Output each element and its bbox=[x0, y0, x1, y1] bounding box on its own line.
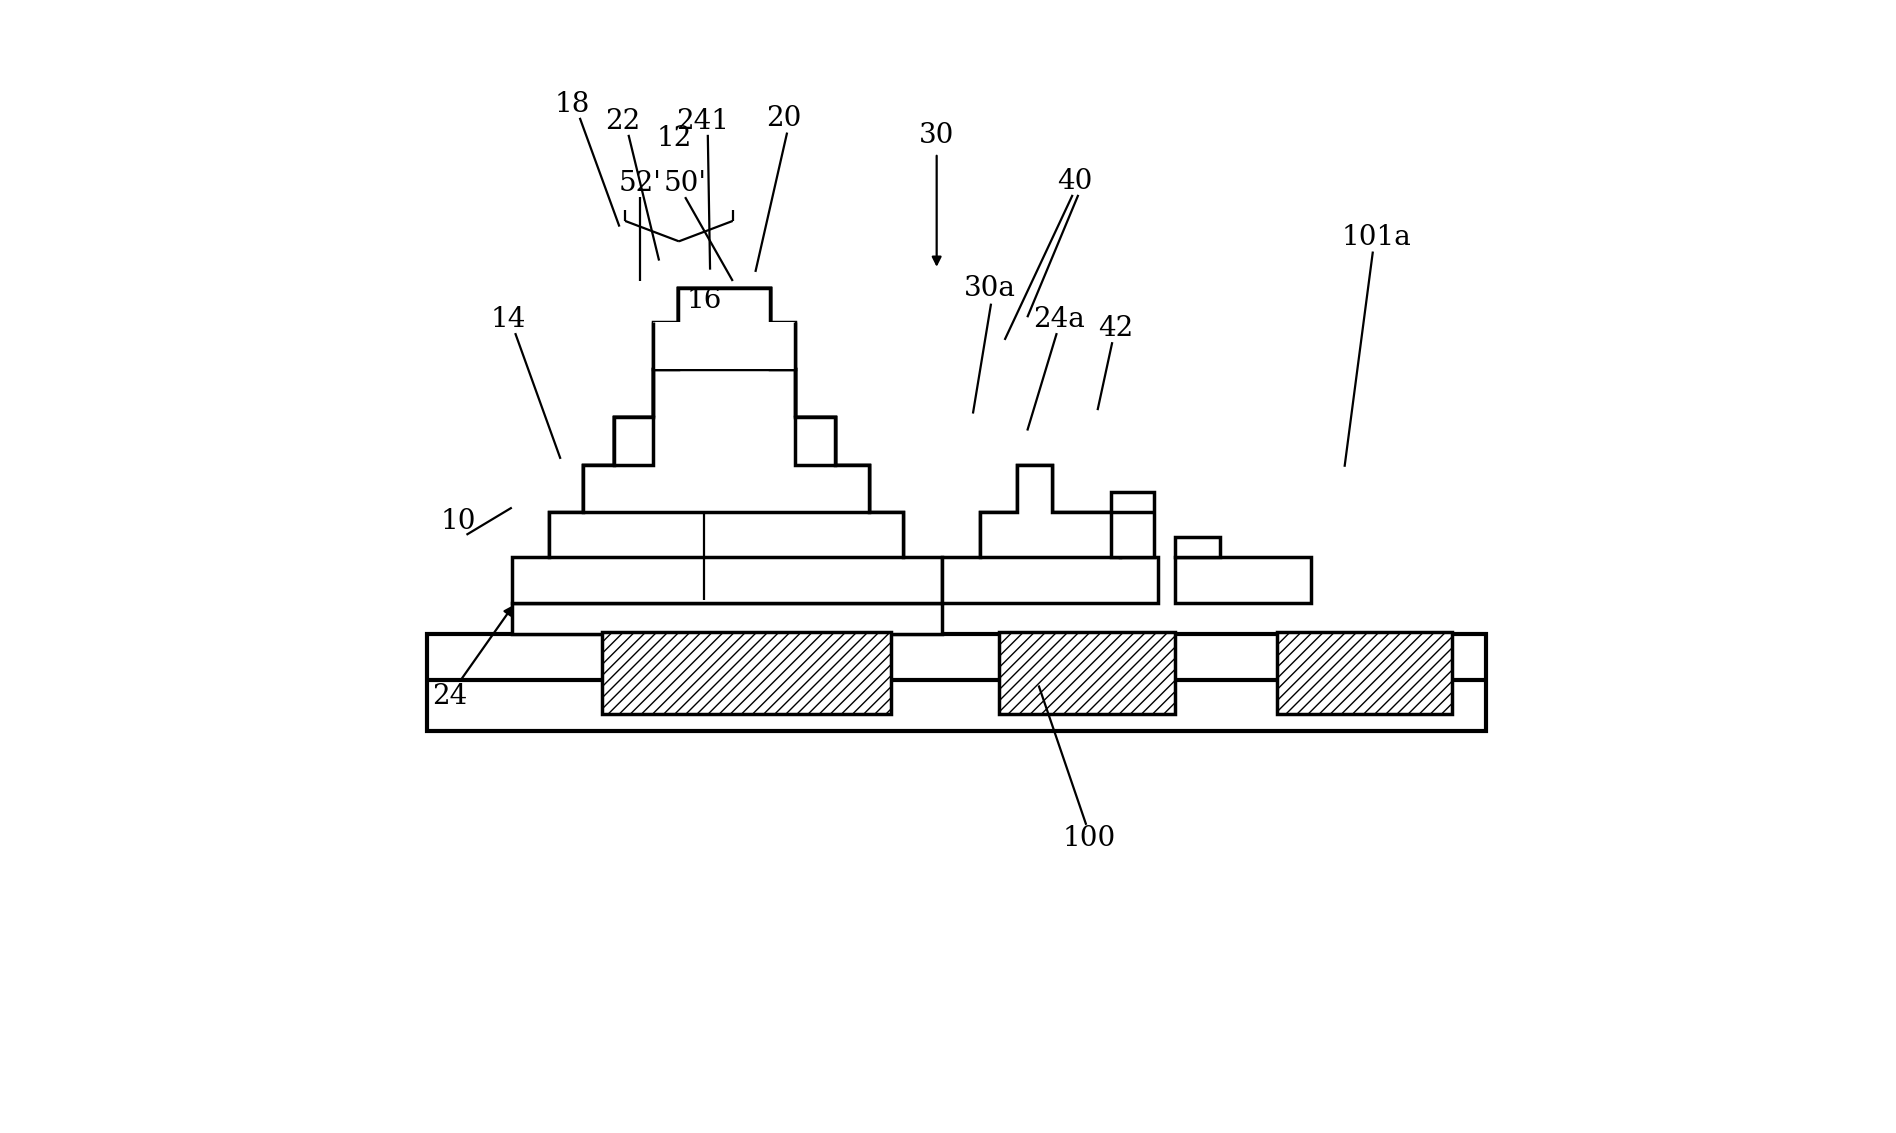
Text: 42: 42 bbox=[1098, 315, 1134, 342]
Polygon shape bbox=[980, 465, 1121, 557]
Bar bbox=[427, 634, 1486, 731]
Bar bbox=[1176, 557, 1310, 603]
Text: 20: 20 bbox=[766, 105, 802, 133]
Text: 101a: 101a bbox=[1340, 224, 1411, 252]
Text: 24: 24 bbox=[432, 683, 466, 710]
Bar bbox=[999, 632, 1176, 714]
Text: 10: 10 bbox=[440, 508, 476, 535]
Polygon shape bbox=[584, 288, 868, 512]
Bar bbox=[654, 322, 794, 369]
Bar bbox=[512, 603, 942, 634]
Bar bbox=[603, 632, 891, 714]
Polygon shape bbox=[942, 465, 1158, 603]
Text: 18: 18 bbox=[554, 91, 590, 118]
Bar bbox=[1111, 492, 1155, 557]
Text: 16: 16 bbox=[686, 287, 722, 314]
Polygon shape bbox=[614, 417, 654, 465]
Text: 241: 241 bbox=[675, 108, 728, 135]
Bar bbox=[1176, 537, 1219, 557]
Text: 40: 40 bbox=[1058, 168, 1092, 195]
Polygon shape bbox=[512, 288, 942, 603]
Polygon shape bbox=[654, 288, 794, 369]
Text: 52': 52' bbox=[618, 170, 662, 197]
Bar bbox=[1276, 632, 1452, 714]
Text: 50': 50' bbox=[664, 170, 707, 197]
Text: 100: 100 bbox=[1064, 825, 1117, 852]
Text: 30a: 30a bbox=[963, 275, 1016, 303]
Text: 24a: 24a bbox=[1033, 306, 1085, 333]
Polygon shape bbox=[794, 417, 834, 465]
Text: 30: 30 bbox=[920, 122, 954, 150]
Text: 12: 12 bbox=[656, 125, 692, 152]
Text: 22: 22 bbox=[605, 108, 641, 135]
Text: 14: 14 bbox=[491, 306, 525, 333]
Polygon shape bbox=[550, 288, 902, 557]
